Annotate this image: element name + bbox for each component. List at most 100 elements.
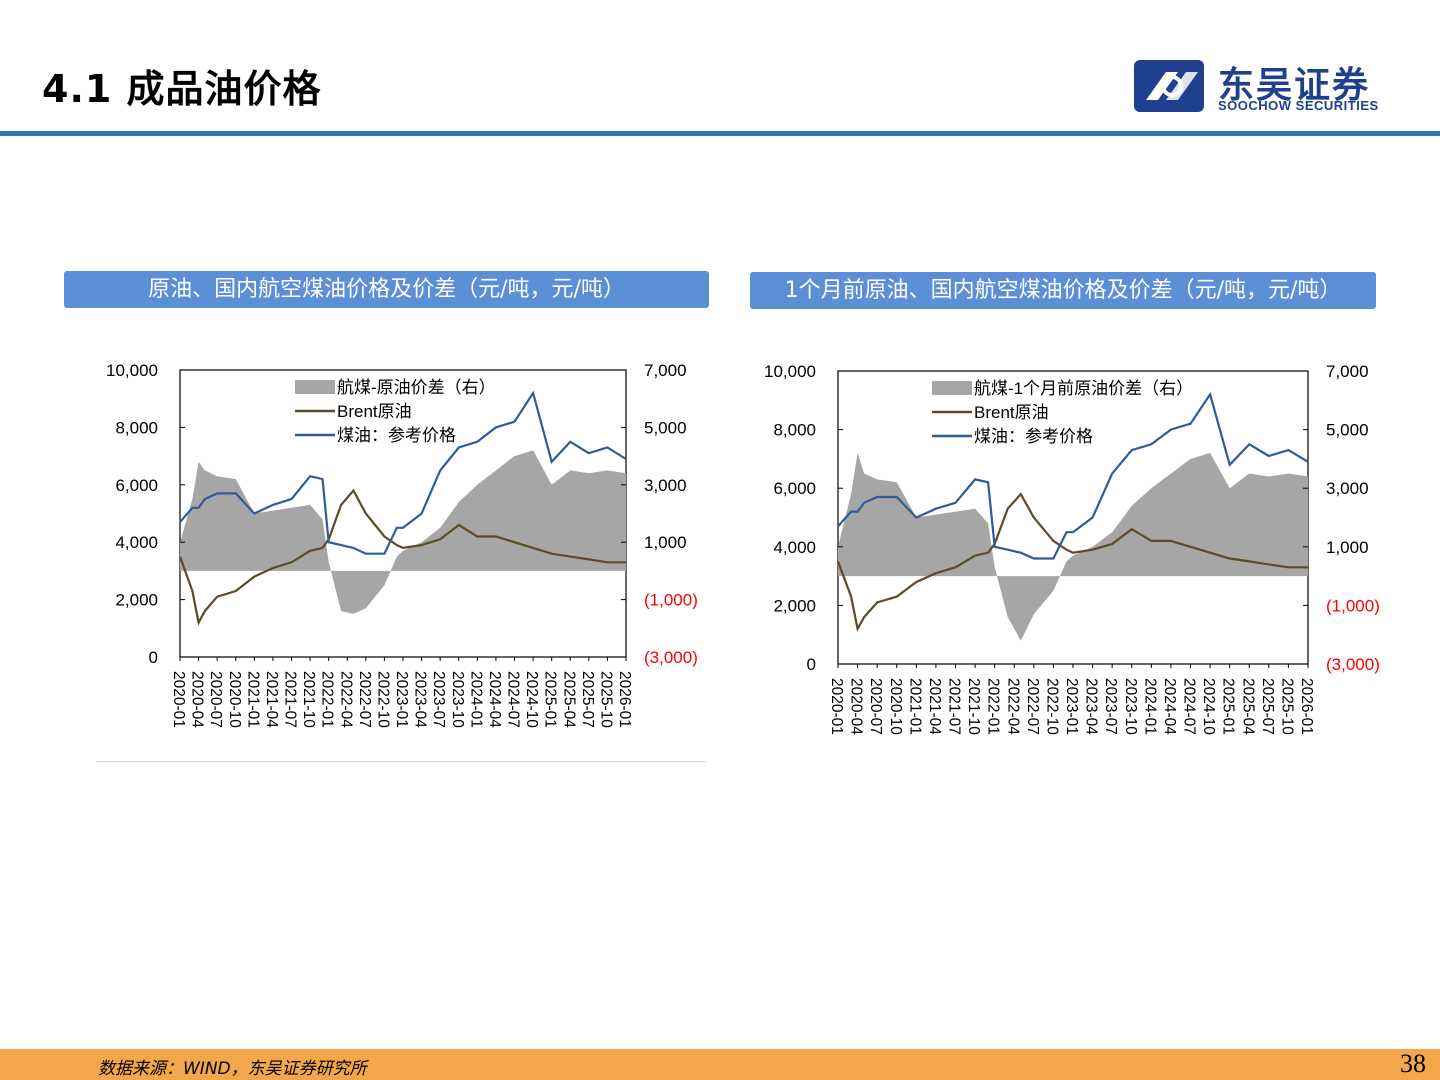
left-tick-label: 6,000 xyxy=(773,479,816,498)
x-tick-label: 2025-07 xyxy=(1259,678,1276,735)
x-tick-label: 2020-10 xyxy=(887,678,904,735)
chart-header-left: 原油、国内航空煤油价格及价差（元/吨，元/吨） xyxy=(64,271,709,308)
right-tick-label: 5,000 xyxy=(1326,421,1369,440)
x-tick-label: 2020-01 xyxy=(828,678,845,735)
x-tick-label: 2021-01 xyxy=(244,671,261,728)
x-tick-label: 2022-07 xyxy=(1024,678,1041,735)
left-tick-label: 4,000 xyxy=(773,538,816,557)
logo-text-en: SOOCHOW SECURITIES xyxy=(1218,98,1379,113)
right-tick-label: 3,000 xyxy=(644,476,687,495)
x-tick-label: 2023-07 xyxy=(1102,678,1119,735)
x-tick-label: 2021-04 xyxy=(926,678,943,735)
x-tick-label: 2021-04 xyxy=(263,671,280,728)
right-tick-label: 7,000 xyxy=(644,361,687,380)
footer-bar: 数据来源：WIND，东吴证券研究所 38 xyxy=(0,1049,1440,1080)
legend-label: Brent原油 xyxy=(974,403,1049,422)
right-tick-label: 1,000 xyxy=(1326,538,1369,557)
x-tick-label: 2024-04 xyxy=(1161,678,1178,735)
x-tick-label: 2024-04 xyxy=(486,671,503,728)
x-tick-label: 2022-01 xyxy=(319,671,336,728)
x-tick-label: 2022-04 xyxy=(337,671,354,728)
x-tick-label: 2021-07 xyxy=(946,678,963,735)
spread-area xyxy=(180,450,626,614)
left-tick-label: 8,000 xyxy=(115,418,158,437)
left-tick-label: 2,000 xyxy=(115,591,158,610)
x-tick-label: 2026-01 xyxy=(1298,678,1315,735)
x-tick-label: 2020-04 xyxy=(189,671,206,728)
right-tick-label: 7,000 xyxy=(1326,362,1369,381)
page-title: 4.1 成品油价格 xyxy=(42,67,322,111)
left-tick-label: 10,000 xyxy=(106,361,158,380)
chart-divider xyxy=(96,761,706,762)
company-logo: 东吴证券 SOOCHOW SECURITIES xyxy=(1132,56,1412,116)
spread-area xyxy=(838,453,1308,641)
x-tick-label: 2024-07 xyxy=(505,671,522,728)
right-tick-label: (3,000) xyxy=(644,648,698,667)
x-tick-label: 2020-04 xyxy=(848,678,865,735)
right-tick-label: 1,000 xyxy=(644,533,687,552)
chart-left: 10,000 8,000 6,000 4,000 2,000 0 7,000 5,000 3,0… xyxy=(106,361,698,728)
left-tick-label: 2,000 xyxy=(773,596,816,615)
legend-swatch-spread xyxy=(932,381,972,395)
jet-fuel-line xyxy=(837,391,1309,560)
x-tick-label: 2022-07 xyxy=(356,671,373,728)
left-tick-label: 0 xyxy=(149,648,158,667)
source-note: 数据来源：WIND，东吴证券研究所 xyxy=(98,1059,367,1079)
legend-label: 航煤-1个月前原油价差（右） xyxy=(974,379,1193,398)
left-tick-label: 8,000 xyxy=(773,421,816,440)
x-tick-label: 2025-01 xyxy=(1220,678,1237,735)
right-tick-label: 5,000 xyxy=(644,418,687,437)
x-tick-label: 2021-01 xyxy=(906,678,923,735)
logo-text-cn: 东吴证券 xyxy=(1218,65,1371,106)
legend-swatch-spread xyxy=(295,380,335,394)
page-number: 38 xyxy=(1400,1049,1426,1078)
header-rule xyxy=(0,131,1440,136)
chart-header-right: 1个月前原油、国内航空煤油价格及价差（元/吨，元/吨） xyxy=(750,272,1376,309)
x-tick-label: 2020-07 xyxy=(867,678,884,735)
x-tick-label: 2025-10 xyxy=(1278,678,1295,735)
chart-right: 10,000 8,000 6,000 4,000 2,000 0 7,000 5,000 3,0… xyxy=(764,362,1380,735)
right-tick-label: (1,000) xyxy=(1326,596,1380,615)
soochow-logo-icon xyxy=(1134,60,1204,112)
x-tick-label: 2020-10 xyxy=(226,671,243,728)
x-tick-label: 2022-10 xyxy=(1043,678,1060,735)
left-tick-label: 10,000 xyxy=(764,362,816,381)
x-tick-label: 2025-04 xyxy=(1239,678,1256,735)
x-tick-label: 2024-01 xyxy=(1141,678,1158,735)
x-tick-label: 2022-01 xyxy=(985,678,1002,735)
x-tick-label: 2023-01 xyxy=(393,671,410,728)
x-tick-label: 2026-01 xyxy=(616,671,633,728)
legend-label: 航煤-原油价差（右） xyxy=(337,378,496,397)
x-tick-label: 2022-04 xyxy=(1004,678,1021,735)
left-tick-label: 4,000 xyxy=(115,533,158,552)
x-tick-label: 2023-01 xyxy=(1063,678,1080,735)
x-tick-label: 2024-10 xyxy=(1200,678,1217,735)
left-tick-label: 6,000 xyxy=(115,476,158,495)
right-tick-label: (1,000) xyxy=(644,591,698,610)
x-tick-label: 2020-01 xyxy=(170,671,187,728)
x-tick-label: 2022-10 xyxy=(374,671,391,728)
x-tick-label: 2021-07 xyxy=(282,671,299,728)
x-tick-label: 2023-07 xyxy=(430,671,447,728)
x-tick-label: 2023-10 xyxy=(449,671,466,728)
legend-label: 煤油：参考价格 xyxy=(337,426,456,445)
x-tick-label: 2024-10 xyxy=(523,671,540,728)
x-tick-label: 2023-10 xyxy=(1122,678,1139,735)
x-tick-label: 2025-01 xyxy=(542,671,559,728)
right-tick-label: (3,000) xyxy=(1326,655,1380,674)
x-tick-label: 2024-07 xyxy=(1181,678,1198,735)
x-tick-label: 2020-07 xyxy=(207,671,224,728)
x-tick-label: 2024-01 xyxy=(467,671,484,728)
x-tick-label: 2021-10 xyxy=(300,671,317,728)
brent-line xyxy=(178,488,626,626)
jet-fuel-line xyxy=(179,390,627,555)
x-tick-label: 2025-04 xyxy=(560,671,577,728)
legend-label: 煤油：参考价格 xyxy=(974,427,1093,446)
x-tick-label: 2025-10 xyxy=(597,671,614,728)
x-tick-label: 2023-04 xyxy=(1083,678,1100,735)
legend-label: Brent原油 xyxy=(337,402,412,421)
brent-line xyxy=(836,492,1308,632)
x-tick-label: 2023-04 xyxy=(412,671,429,728)
x-tick-label: 2021-10 xyxy=(965,678,982,735)
right-tick-label: 3,000 xyxy=(1326,479,1369,498)
